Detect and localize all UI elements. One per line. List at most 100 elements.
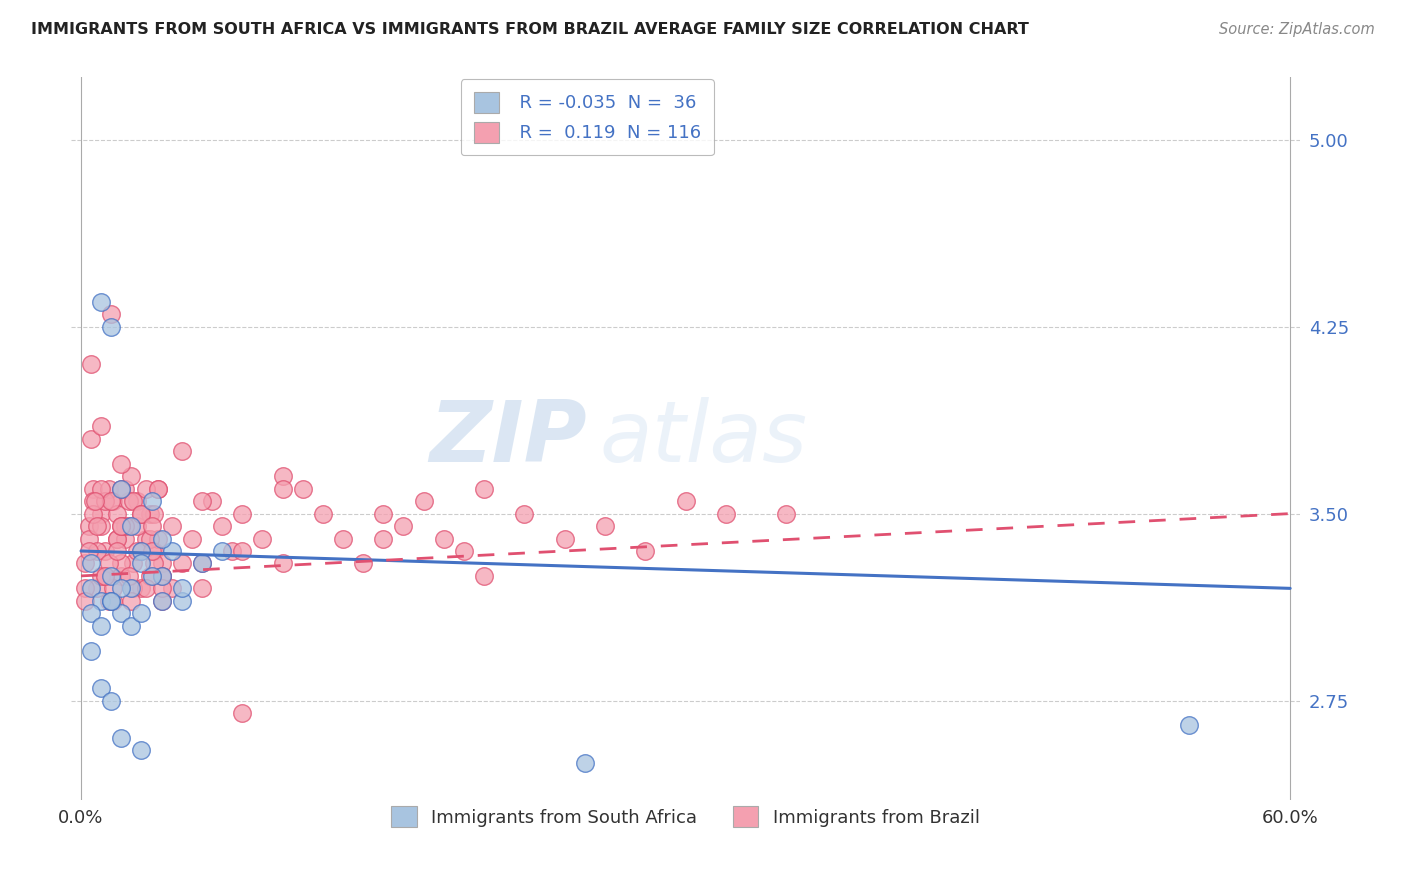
Point — [86, 544, 108, 558]
Point — [118, 569, 141, 583]
Point — [110, 519, 132, 533]
Point — [142, 557, 165, 571]
Point — [141, 569, 163, 583]
Point — [150, 582, 173, 596]
Point — [141, 544, 163, 558]
Point — [100, 569, 122, 583]
Point — [141, 494, 163, 508]
Point — [131, 544, 153, 558]
Point — [120, 519, 142, 533]
Point — [127, 544, 149, 558]
Point — [120, 594, 142, 608]
Text: atlas: atlas — [599, 397, 807, 480]
Point — [131, 607, 153, 621]
Point — [110, 731, 132, 745]
Point — [291, 482, 314, 496]
Point — [131, 557, 153, 571]
Point — [271, 557, 294, 571]
Point — [110, 607, 132, 621]
Point — [98, 557, 121, 571]
Point — [82, 507, 104, 521]
Point — [73, 557, 96, 571]
Point — [574, 756, 596, 770]
Point — [98, 594, 121, 608]
Point — [80, 607, 103, 621]
Point — [392, 519, 415, 533]
Point — [433, 532, 456, 546]
Point — [122, 582, 145, 596]
Point — [110, 482, 132, 496]
Point — [77, 532, 100, 546]
Point — [231, 544, 253, 558]
Point — [150, 569, 173, 583]
Point — [110, 557, 132, 571]
Point — [1178, 718, 1201, 732]
Point — [131, 507, 153, 521]
Point — [252, 532, 274, 546]
Point — [100, 594, 122, 608]
Point — [110, 582, 132, 596]
Point — [80, 357, 103, 371]
Point — [191, 557, 214, 571]
Legend: Immigrants from South Africa, Immigrants from Brazil: Immigrants from South Africa, Immigrants… — [384, 799, 987, 835]
Point — [170, 444, 193, 458]
Point — [150, 557, 173, 571]
Point — [775, 507, 797, 521]
Point — [150, 569, 173, 583]
Point — [94, 494, 117, 508]
Point — [141, 519, 163, 533]
Point — [103, 494, 125, 508]
Point — [131, 507, 153, 521]
Point — [84, 494, 107, 508]
Point — [118, 519, 141, 533]
Point — [105, 532, 128, 546]
Point — [80, 557, 103, 571]
Point — [100, 693, 122, 707]
Point — [94, 544, 117, 558]
Point — [211, 519, 233, 533]
Point — [211, 544, 233, 558]
Point — [513, 507, 536, 521]
Point — [146, 482, 169, 496]
Point — [180, 532, 202, 546]
Point — [191, 494, 214, 508]
Point — [90, 419, 112, 434]
Point — [120, 469, 142, 483]
Point — [114, 519, 136, 533]
Point — [138, 569, 160, 583]
Point — [82, 482, 104, 496]
Point — [675, 494, 697, 508]
Text: IMMIGRANTS FROM SOUTH AFRICA VS IMMIGRANTS FROM BRAZIL AVERAGE FAMILY SIZE CORRE: IMMIGRANTS FROM SOUTH AFRICA VS IMMIGRAN… — [31, 22, 1029, 37]
Point — [170, 582, 193, 596]
Point — [77, 544, 100, 558]
Point — [105, 507, 128, 521]
Point — [73, 594, 96, 608]
Point — [142, 544, 165, 558]
Point — [122, 557, 145, 571]
Point — [105, 532, 128, 546]
Point — [412, 494, 434, 508]
Point — [120, 619, 142, 633]
Point — [150, 594, 173, 608]
Point — [312, 507, 335, 521]
Point — [150, 569, 173, 583]
Point — [82, 494, 104, 508]
Point — [80, 432, 103, 446]
Point — [77, 519, 100, 533]
Point — [80, 643, 103, 657]
Point — [373, 532, 395, 546]
Point — [98, 482, 121, 496]
Point — [714, 507, 737, 521]
Point — [90, 519, 112, 533]
Point — [110, 482, 132, 496]
Point — [86, 582, 108, 596]
Point — [150, 594, 173, 608]
Point — [231, 706, 253, 720]
Point — [170, 557, 193, 571]
Point — [138, 532, 160, 546]
Point — [90, 569, 112, 583]
Point — [271, 482, 294, 496]
Point — [105, 544, 128, 558]
Point — [80, 582, 103, 596]
Point — [100, 494, 122, 508]
